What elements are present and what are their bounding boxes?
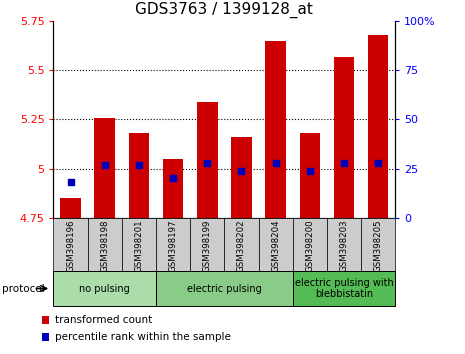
Text: GSM398196: GSM398196	[66, 219, 75, 272]
Text: GSM398205: GSM398205	[374, 219, 383, 272]
Point	[238, 168, 245, 173]
Point	[101, 162, 108, 167]
Point	[306, 168, 313, 173]
Bar	[299, 133, 320, 218]
Bar	[94, 118, 115, 218]
Text: electric pulsing: electric pulsing	[187, 284, 262, 293]
Bar	[129, 133, 149, 218]
Point	[204, 160, 211, 166]
Text: percentile rank within the sample: percentile rank within the sample	[55, 332, 231, 342]
Bar	[224, 218, 259, 271]
Text: GSM398201: GSM398201	[134, 219, 143, 272]
Point	[272, 160, 279, 166]
Bar	[163, 159, 183, 218]
Point	[374, 160, 382, 166]
Bar	[156, 271, 293, 306]
Text: transformed count: transformed count	[55, 315, 152, 325]
Bar	[53, 271, 156, 306]
Title: GDS3763 / 1399128_at: GDS3763 / 1399128_at	[135, 2, 313, 18]
Point	[67, 179, 74, 185]
Bar	[293, 218, 327, 271]
Text: GSM398199: GSM398199	[203, 219, 212, 272]
Bar	[190, 218, 224, 271]
Bar	[53, 218, 87, 271]
Point	[169, 176, 177, 181]
Bar	[368, 35, 388, 218]
Bar	[293, 271, 395, 306]
Point	[340, 160, 348, 166]
Bar	[334, 57, 354, 218]
Text: no pulsing: no pulsing	[80, 284, 130, 293]
Text: protocol: protocol	[2, 284, 45, 293]
Bar	[361, 218, 395, 271]
Text: GSM398204: GSM398204	[271, 219, 280, 272]
Text: GSM398197: GSM398197	[169, 219, 178, 272]
Bar	[266, 41, 286, 218]
Bar	[87, 218, 122, 271]
Point	[135, 162, 143, 167]
Text: GSM398200: GSM398200	[306, 219, 314, 272]
Bar	[60, 198, 81, 218]
Text: GSM398203: GSM398203	[339, 219, 348, 272]
Bar	[327, 218, 361, 271]
Bar	[259, 218, 293, 271]
Text: GSM398198: GSM398198	[100, 219, 109, 272]
Text: GSM398202: GSM398202	[237, 219, 246, 272]
Bar	[156, 218, 190, 271]
Bar	[197, 102, 218, 218]
Bar	[122, 218, 156, 271]
Bar	[231, 137, 252, 218]
Text: electric pulsing with
blebbistatin: electric pulsing with blebbistatin	[295, 278, 393, 299]
